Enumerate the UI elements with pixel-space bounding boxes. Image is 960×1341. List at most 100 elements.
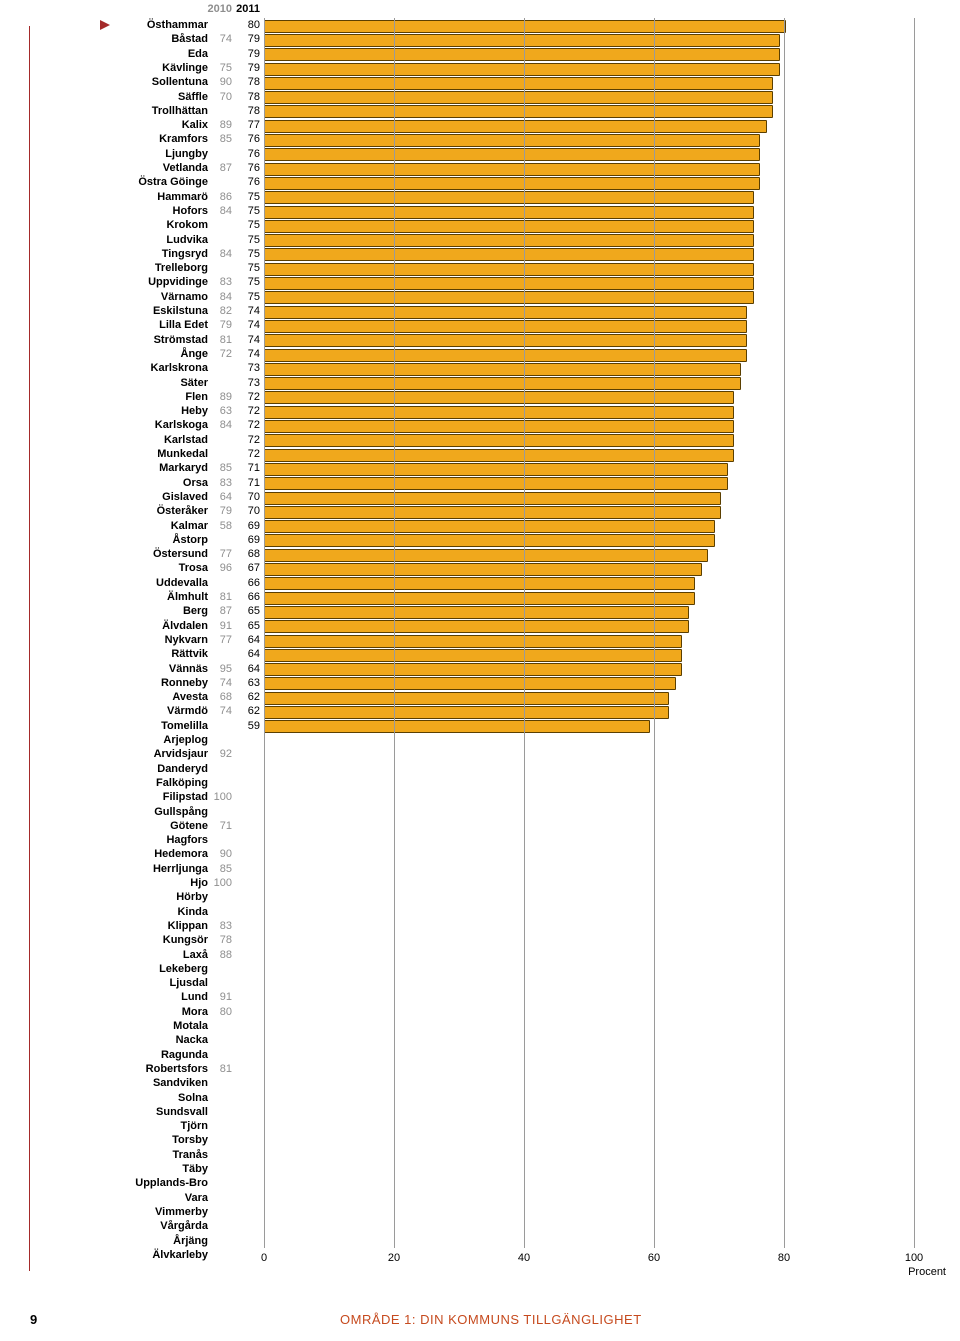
value-2011: 76: [248, 132, 260, 146]
page: 2010 2011 Östhammar80Båstad7479Eda79Kävl…: [0, 0, 960, 1341]
bar: [264, 434, 734, 447]
table-row: Ludvika75: [0, 233, 264, 247]
row-label: Hofors: [173, 204, 208, 218]
bar: [264, 63, 780, 76]
section-marker-line: [29, 26, 30, 1271]
value-2010: 58: [220, 519, 232, 533]
bar: [264, 420, 734, 433]
table-row: Solna: [0, 1091, 264, 1105]
value-2011: 73: [248, 376, 260, 390]
table-row: Österåker7970: [0, 504, 264, 518]
bar: [264, 148, 760, 161]
page-number: 9: [30, 1312, 37, 1327]
bar: [264, 263, 754, 276]
row-label: Trelleborg: [155, 261, 208, 275]
row-label: Vetlanda: [163, 161, 208, 175]
table-row: Arjeplog: [0, 733, 264, 747]
bar: [264, 320, 747, 333]
value-2011: 74: [248, 333, 260, 347]
value-2011: 75: [248, 233, 260, 247]
gridline: [914, 18, 915, 1248]
row-label: Lund: [181, 990, 208, 1004]
bar: [264, 306, 747, 319]
value-2010: 90: [220, 847, 232, 861]
row-label: Eda: [188, 47, 208, 61]
value-2010: 92: [220, 747, 232, 761]
value-2011: 65: [248, 619, 260, 633]
row-label: Falköping: [156, 776, 208, 790]
plot-area: [264, 18, 914, 1248]
row-label: Kungsör: [163, 933, 208, 947]
row-label: Sundsvall: [156, 1105, 208, 1119]
table-row: Upplands-Bro: [0, 1176, 264, 1190]
row-label: Östhammar: [147, 18, 208, 32]
value-2010: 85: [220, 862, 232, 876]
value-2010: 74: [220, 32, 232, 46]
column-headers: 2010 2011: [0, 3, 264, 17]
row-label: Värmdö: [167, 704, 208, 718]
table-row: Kävlinge7579: [0, 61, 264, 75]
table-row: Eda79: [0, 47, 264, 61]
value-2010: 85: [220, 461, 232, 475]
pointer-arrow-icon: [100, 20, 110, 30]
value-2011: 79: [248, 32, 260, 46]
value-2010: 87: [220, 604, 232, 618]
table-row: Motala: [0, 1019, 264, 1033]
table-row: Kalix8977: [0, 118, 264, 132]
bar: [264, 492, 721, 505]
row-label: Vimmerby: [155, 1205, 208, 1219]
value-2011: 62: [248, 690, 260, 704]
bar: [264, 206, 754, 219]
row-label: Tingsryd: [162, 247, 208, 261]
table-row: Ånge7274: [0, 347, 264, 361]
row-label: Nacka: [176, 1033, 208, 1047]
gridline: [394, 18, 395, 1248]
table-row: Ronneby7463: [0, 676, 264, 690]
bar: [264, 248, 754, 261]
value-2010: 91: [220, 619, 232, 633]
table-row: Karlstad72: [0, 433, 264, 447]
table-row: Uddevalla66: [0, 576, 264, 590]
value-2010: 70: [220, 90, 232, 104]
bar-chart: [264, 18, 914, 1248]
value-2010: 81: [220, 333, 232, 347]
row-label: Kalmar: [171, 519, 208, 533]
bar: [264, 391, 734, 404]
bar: [264, 635, 682, 648]
value-2010: 72: [220, 347, 232, 361]
value-2010: 87: [220, 161, 232, 175]
row-label: Kramfors: [159, 132, 208, 146]
row-label: Upplands-Bro: [135, 1176, 208, 1190]
table-row: Täby: [0, 1162, 264, 1176]
value-2011: 71: [248, 476, 260, 490]
value-2011: 74: [248, 318, 260, 332]
bar: [264, 191, 754, 204]
table-row: Ljusdal: [0, 976, 264, 990]
section-caption: OMRÅDE 1: DIN KOMMUNS TILLGÄNGLIGHET: [340, 1312, 642, 1327]
row-label: Arjeplog: [163, 733, 208, 747]
bar: [264, 377, 741, 390]
value-2011: 76: [248, 161, 260, 175]
value-2011: 70: [248, 504, 260, 518]
table-row: Uppvidinge8375: [0, 275, 264, 289]
row-label: Kävlinge: [162, 61, 208, 75]
x-tick-label: 40: [518, 1252, 530, 1264]
bar: [264, 549, 708, 562]
row-label: Årjäng: [173, 1234, 208, 1248]
value-2010: 84: [220, 204, 232, 218]
x-tick-label: 60: [648, 1252, 660, 1264]
value-2011: 59: [248, 719, 260, 733]
value-2010: 89: [220, 390, 232, 404]
value-2011: 77: [248, 118, 260, 132]
table-row: Säter73: [0, 376, 264, 390]
bar: [264, 291, 754, 304]
table-row: Flen8972: [0, 390, 264, 404]
value-2010: 91: [220, 990, 232, 1004]
table-row: Karlskoga8472: [0, 418, 264, 432]
row-label: Gullspång: [154, 805, 208, 819]
row-label: Karlskrona: [151, 361, 208, 375]
bar: [264, 20, 786, 33]
row-label: Hagfors: [166, 833, 208, 847]
bar: [264, 334, 747, 347]
value-2010: 74: [220, 676, 232, 690]
